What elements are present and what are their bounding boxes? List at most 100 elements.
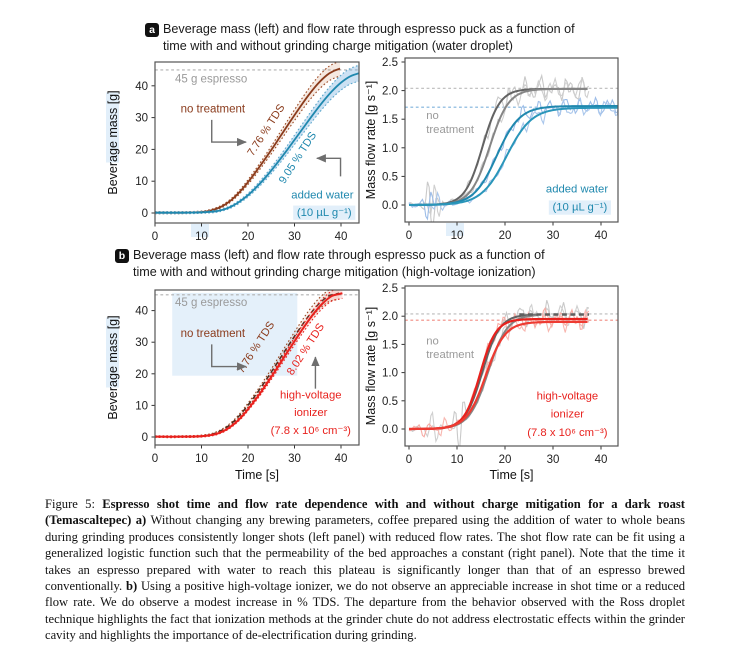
- caption-bold-b: b): [125, 579, 138, 594]
- chart-flow-rate-b: 0 10 20 30 40 0.0 0.5 1.0 1.5 2.0 2.5 Time [s] Mass …: [364, 283, 619, 482]
- series-path: [155, 72, 359, 214]
- panel-b-title-line1: Beverage mass (left) and flow rate throu…: [133, 248, 545, 262]
- y-axis-label-group: Beverage mass [g]: [106, 315, 120, 420]
- x-tick-label: 40: [335, 453, 348, 465]
- annotation-text: (7.8 x 10⁶ cm⁻³): [271, 425, 352, 437]
- x-tick-label: 20: [242, 453, 255, 465]
- annotation-text: treatment: [426, 124, 475, 136]
- annotation-text: 45 g espresso: [175, 74, 247, 86]
- annotation-text: ionizer: [294, 407, 328, 419]
- annotation-text: (7.8 x 10⁶ cm⁻³): [527, 427, 608, 439]
- y-tick-label: 30: [135, 113, 148, 125]
- y-axis-label: Beverage mass [g]: [106, 90, 120, 194]
- y-tick-label: 1.0: [382, 143, 398, 155]
- annotation-text: (10 µL g⁻¹): [297, 207, 352, 219]
- x-tick-label: 30: [547, 230, 560, 242]
- series-path: [155, 292, 340, 438]
- caption-figure-label: Figure 5:: [45, 497, 103, 511]
- selection-highlight: [548, 200, 611, 215]
- annotation-text: added water: [546, 183, 608, 195]
- x-tick-label: 10: [195, 231, 208, 243]
- annotation-text: 45 g espresso: [175, 297, 247, 309]
- axis-frame: [154, 289, 360, 446]
- series-fit-path: [408, 313, 538, 430]
- y-tick-label: 0.0: [382, 424, 398, 436]
- annotation-text: ionizer: [551, 409, 585, 421]
- panel-b-badge: b: [115, 249, 129, 263]
- y-tick-label: 0: [142, 208, 148, 220]
- x-tick-label: 30: [547, 454, 560, 466]
- y-tick-label: 20: [135, 144, 148, 156]
- y-tick-label: 1.5: [382, 114, 398, 126]
- y-tick-label: 1.0: [382, 368, 398, 380]
- panel-a-title: Beverage mass (left) and flow rate throu…: [163, 21, 575, 55]
- plot-area: [155, 290, 359, 439]
- y-tick-label: 2.5: [382, 57, 398, 69]
- selection-highlight: [172, 292, 298, 376]
- y-axis-label-group: Mass flow rate [g s⁻¹]: [364, 81, 378, 199]
- x-tick-label: 30: [288, 231, 301, 243]
- noisy-trace: [408, 97, 618, 212]
- y-tick-label: 2.0: [382, 311, 398, 323]
- annotation-arrow: [211, 344, 247, 371]
- x-tick-label: 40: [335, 231, 348, 243]
- annotation-arrow: [211, 119, 247, 147]
- series-fit-path: [408, 106, 618, 206]
- annotation-text: no treatment: [181, 328, 246, 340]
- y-tick-label: 0: [142, 432, 148, 444]
- x-tick-label: 0: [152, 453, 158, 465]
- x-tick-label: 0: [152, 231, 158, 243]
- panel-a-title-line2: time with and without grinding charge mi…: [163, 39, 513, 53]
- series-fit-path: [408, 320, 588, 431]
- y-axis-label: Mass flow rate [g s⁻¹]: [364, 307, 378, 425]
- x-tick-label: 30: [288, 453, 301, 465]
- noisy-trace: [408, 303, 589, 444]
- x-tick-label: 10: [451, 454, 464, 466]
- y-tick-label: 1.5: [382, 339, 398, 351]
- selection-highlight: [106, 317, 119, 388]
- x-tick-label: 0: [406, 454, 412, 466]
- plot-area: [405, 300, 618, 446]
- y-axis-label-group: Mass flow rate [g s⁻¹]: [364, 307, 378, 425]
- chart-flow-rate-a: 0 10 20 30 40 0.0 0.5 1.0 1.5 2.0 2.5 Mass flow rat…: [364, 57, 619, 242]
- panel-a-title-line1: Beverage mass (left) and flow rate throu…: [163, 22, 575, 36]
- y-axis-label-group: Beverage mass [g]: [106, 90, 120, 195]
- y-tick-label: 10: [135, 400, 148, 412]
- y-tick-label: 0.5: [382, 171, 398, 183]
- axis-frame: [404, 57, 619, 223]
- annotation-text: no treatment: [181, 104, 246, 116]
- x-tick-label: 20: [499, 230, 512, 242]
- x-axis-label: Time [s]: [235, 468, 279, 482]
- y-tick-label: 2.5: [382, 283, 398, 295]
- x-tick-label: 40: [595, 230, 608, 242]
- y-tick-label: 2.0: [382, 86, 398, 98]
- uncertainty-band-edge: [155, 64, 359, 213]
- selection-highlight: [191, 224, 209, 237]
- plot-area: [405, 73, 618, 222]
- annotation-arrow: [316, 154, 342, 177]
- x-tick-label: 40: [595, 454, 608, 466]
- annotation-text: high-voltage: [280, 389, 342, 401]
- chart-beverage-mass-b: 0 10 20 30 40 0 10 20 30 40 Time [s] Beverage mass …: [106, 289, 360, 482]
- figure-caption: Figure 5: Espresso shot time and flow ra…: [45, 496, 685, 644]
- caption-text-b: Using a positive high-voltage ionizer, w…: [45, 579, 685, 643]
- y-tick-label: 10: [135, 176, 148, 188]
- y-axis-label: Beverage mass [g]: [106, 315, 120, 419]
- series-path: [155, 292, 343, 438]
- y-tick-label: 0.5: [382, 396, 398, 408]
- annotation-text: no: [426, 110, 439, 122]
- uncertainty-band: [155, 65, 359, 214]
- panel-b-title: Beverage mass (left) and flow rate throu…: [133, 247, 545, 281]
- x-tick-label: 0: [406, 230, 412, 242]
- y-tick-label: 40: [135, 81, 148, 93]
- caption-bold-title-a: Espresso shot time and flow rate depende…: [45, 497, 685, 528]
- panel-a-badge: a: [145, 23, 159, 37]
- axis-frame: [404, 285, 619, 447]
- series-fit-path: [408, 314, 538, 430]
- x-tick-label: 10: [451, 230, 464, 242]
- selection-highlight: [106, 92, 119, 163]
- selection-highlight: [293, 205, 356, 220]
- x-tick-label: 20: [499, 454, 512, 466]
- annotation-text: no: [426, 335, 439, 347]
